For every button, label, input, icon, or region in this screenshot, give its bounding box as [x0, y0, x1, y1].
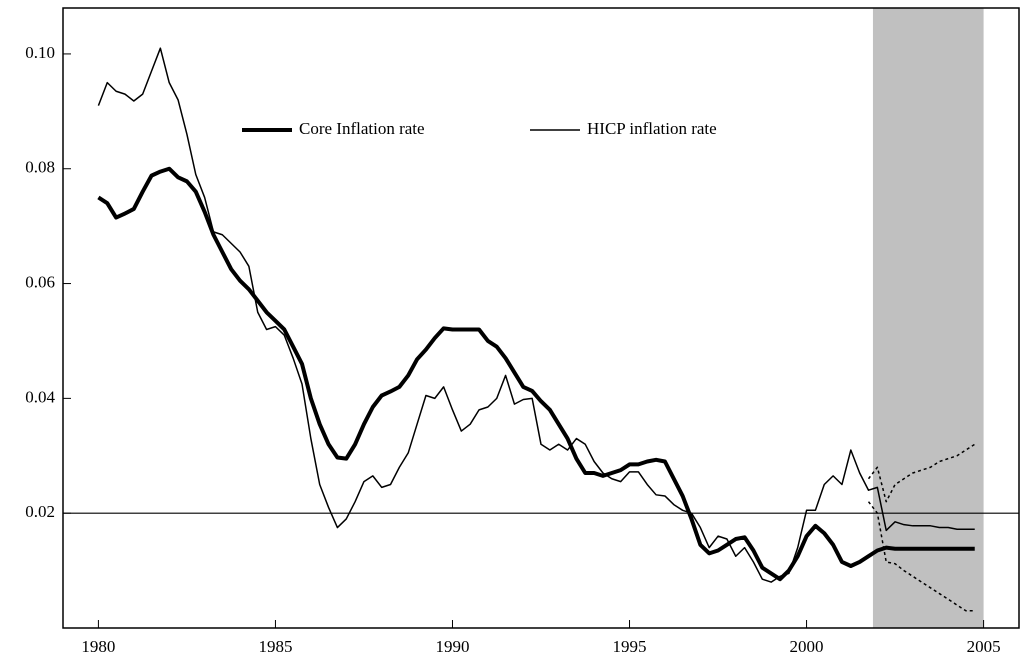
y-tick-label: 0.06: [25, 272, 55, 291]
x-tick-label: 1985: [258, 637, 292, 656]
series-line: [97, 166, 975, 582]
series-line: [97, 47, 975, 583]
series-line: [867, 443, 976, 503]
legend-label: HICP inflation rate: [587, 119, 717, 138]
x-tick-label: 1990: [435, 637, 469, 656]
y-tick-label: 0.02: [25, 502, 55, 521]
y-tick-label: 0.08: [25, 158, 55, 177]
x-tick-label: 1995: [613, 637, 647, 656]
forecast-shade: [872, 8, 984, 628]
y-tick-label: 0.10: [25, 43, 55, 62]
x-tick-label: 2005: [967, 637, 1001, 656]
x-tick-label: 1980: [81, 637, 115, 656]
y-tick-label: 0.04: [25, 387, 55, 406]
legend-label: Core Inflation rate: [299, 119, 425, 138]
x-tick-label: 2000: [790, 637, 824, 656]
plot-frame: [62, 7, 1020, 629]
